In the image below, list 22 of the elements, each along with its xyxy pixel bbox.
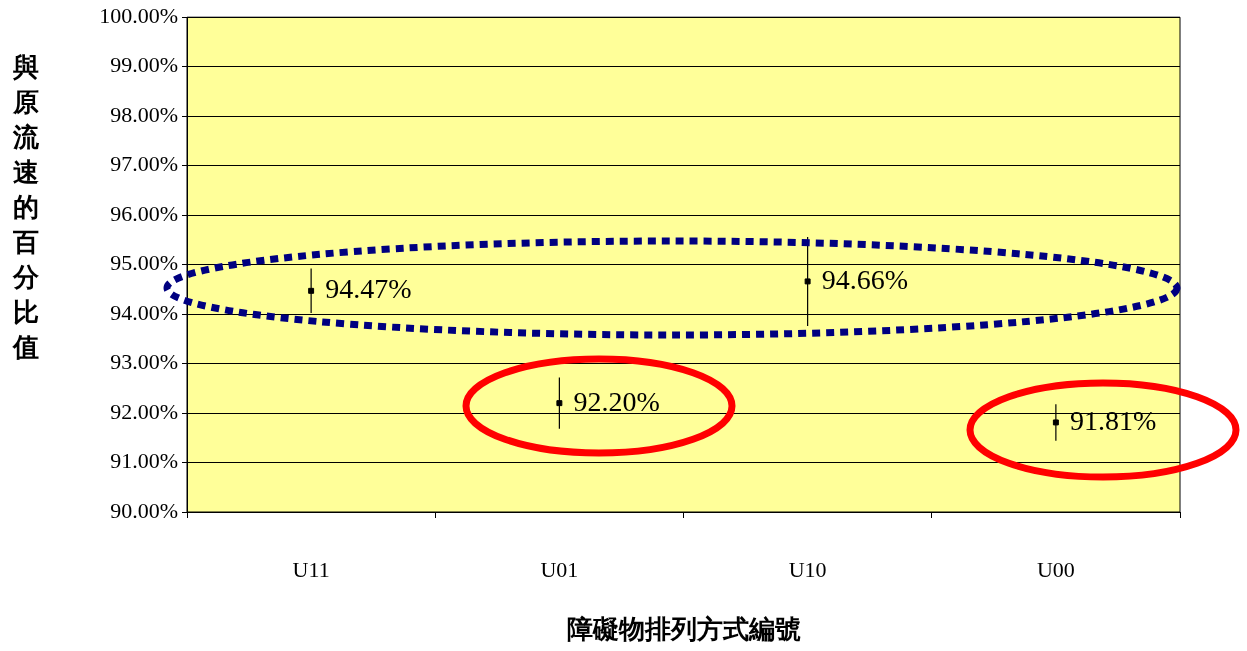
x-tick-label: U01 <box>540 556 579 582</box>
x-tick-label: U11 <box>292 556 330 582</box>
y-tick-label: 91.00% <box>110 448 178 474</box>
y-tick-label: 92.00% <box>110 398 178 424</box>
y-tick-label: 93.00% <box>110 349 178 375</box>
data-label: 94.47% <box>325 273 412 305</box>
y-tick-label: 90.00% <box>110 497 178 523</box>
y-tick-label: 95.00% <box>110 250 178 276</box>
y-tick-label: 97.00% <box>110 151 178 177</box>
data-label: 94.66% <box>821 263 908 295</box>
text: 與原流速的百分比值 <box>13 52 39 362</box>
y-tick-label: 94.00% <box>110 299 178 325</box>
point <box>556 400 563 407</box>
y-tick-label: 100.00% <box>99 2 178 28</box>
y-tick-label: 99.00% <box>110 52 178 78</box>
data-label: 92.20% <box>573 385 660 417</box>
y-tick-label: 98.00% <box>110 101 178 127</box>
x-axis-title: 障礙物排列方式編號 <box>565 613 802 646</box>
x-tick-label: U00 <box>1036 556 1075 582</box>
point <box>804 278 811 285</box>
y-tick-label: 96.00% <box>110 200 178 226</box>
x-tick-label: U10 <box>788 556 827 582</box>
